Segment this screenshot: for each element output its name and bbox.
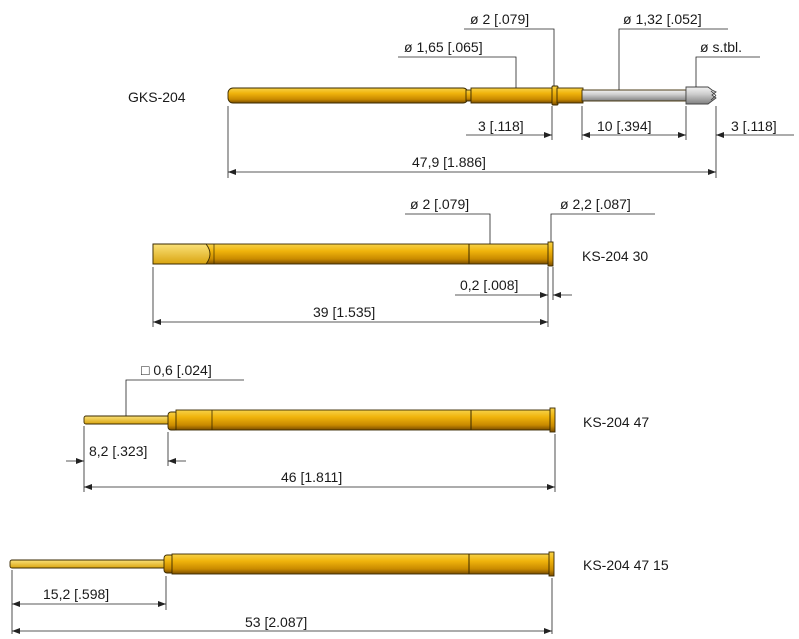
- ks-204-47-sq-pin-label: □ 0,6 [.024]: [141, 362, 212, 378]
- ks-204-47-15-dim-pin: 15,2 [.598]: [12, 586, 166, 607]
- ks-204-30-len-flange-label: 0,2 [.008]: [460, 277, 518, 293]
- gks-204-crimp: [465, 89, 472, 102]
- ks-204-47-callout-sq: □ 0,6 [.024]: [125, 362, 244, 416]
- part-label-ks-204-47: KS-204 47: [583, 414, 649, 430]
- gks-204-barrel-rear: [470, 87, 554, 104]
- gks-204-len-plunger-label: 10 [.394]: [597, 118, 652, 134]
- gks-204-callout-d-tip: ø s.tbl.: [695, 39, 760, 87]
- gks-204-barrel-front: [227, 87, 469, 104]
- ks-204-30-len-total-label: 39 [1.535]: [313, 304, 375, 320]
- gks-204-d-plunger-label: ø 1,32 [.052]: [623, 11, 702, 27]
- ks-204-47-dim-total: 46 [1.811]: [84, 469, 555, 490]
- ks-204-30-callout-d-flange: ø 2,2 [.087]: [550, 196, 655, 242]
- ks-204-47-len-pin-label: 8,2 [.323]: [89, 443, 147, 459]
- part-label-ks-204-30: KS-204 30: [582, 248, 648, 264]
- part-ks-204-47-15: KS-204 47 15 15,2 [.598] 53 [2.087]: [9, 551, 669, 634]
- gks-204-dim-tip: 3 [.118]: [716, 118, 794, 138]
- gks-204-len-tip-label: 3 [.118]: [731, 118, 777, 134]
- gks-204-d-collar-label: ø 2 [.079]: [470, 11, 529, 27]
- part-label-gks-204: GKS-204: [128, 89, 186, 105]
- ks-204-30-body: [152, 241, 554, 267]
- gks-204-callout-d-collar: ø 2 [.079]: [464, 11, 555, 86]
- ks-204-47-15-len-pin-label: 15,2 [.598]: [43, 586, 109, 602]
- gks-204-callout-d-main: ø 1,65 [.065]: [398, 39, 517, 88]
- gks-204-len-total-label: 47,9 [1.886]: [412, 154, 486, 170]
- ks-204-47-body: [83, 407, 556, 433]
- ks-204-47-len-total-label: 46 [1.811]: [281, 469, 342, 485]
- gks-204-dim-plunger: 10 [.394]: [582, 118, 686, 138]
- ks-204-30-d-body-label: ø 2 [.079]: [410, 196, 469, 212]
- ks-204-30-dim-total: 39 [1.535]: [153, 304, 548, 325]
- part-gks-204: GKS-204 ø 1,65 [.065] ø 2 [.079] ø 1,32 …: [128, 11, 794, 178]
- ks-204-30-dim-flange: 0,2 [.008]: [455, 277, 572, 298]
- ks-204-47-15-dim-total: 53 [2.087]: [12, 614, 552, 634]
- ks-204-30-d-flange-label: ø 2,2 [.087]: [560, 196, 631, 212]
- gks-204-d-main-label: ø 1,65 [.065]: [404, 39, 483, 55]
- ks-204-47-15-len-total-label: 53 [2.087]: [245, 614, 307, 630]
- gks-204-dim-collar: 3 [.118]: [466, 118, 552, 138]
- gks-204-barrel-end: [556, 87, 584, 104]
- part-ks-204-47: KS-204 47 □ 0,6 [.024] 8,2 [.323] 46 [1.…: [66, 362, 649, 492]
- gks-204-len-collar-label: 3 [.118]: [478, 118, 524, 134]
- gks-204-dim-total: 47,9 [1.886]: [228, 154, 716, 175]
- gks-204-d-tip-label: ø s.tbl.: [700, 39, 742, 55]
- gks-204-plunger: [581, 89, 687, 102]
- part-label-ks-204-47-15: KS-204 47 15: [583, 557, 669, 573]
- gks-204-tip: [685, 86, 717, 105]
- ks-204-47-dim-pin: 8,2 [.323]: [66, 443, 186, 464]
- ks-204-47-15-body: [9, 551, 555, 577]
- ks-204-30-callout-d-body: ø 2 [.079]: [405, 196, 491, 244]
- gks-204-callout-d-plunger: ø 1,32 [.052]: [618, 11, 728, 90]
- gks-204-barrel: [227, 85, 584, 106]
- part-ks-204-30: KS-204 30 ø 2 [.079] ø 2,2 [.087] 0,2 [.…: [152, 196, 655, 327]
